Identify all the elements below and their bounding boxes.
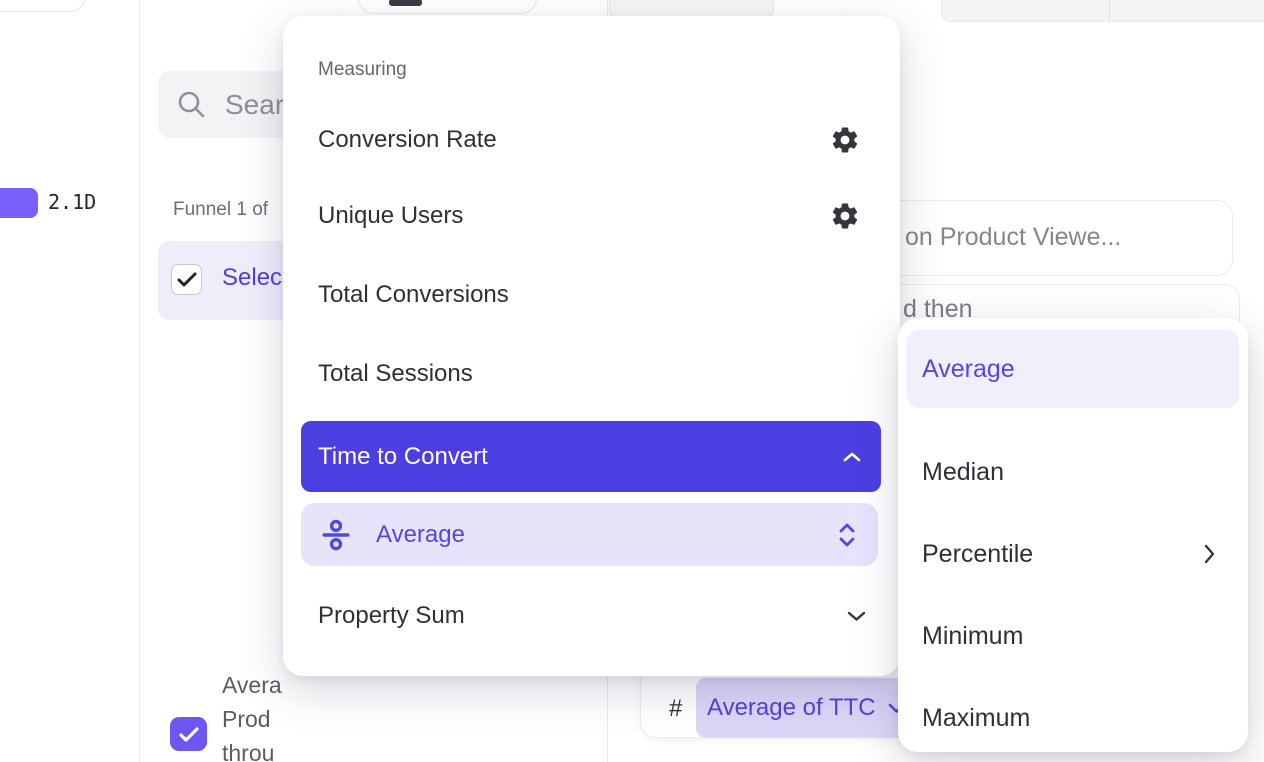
gear-icon[interactable]	[830, 201, 860, 231]
submenu-item-label: Minimum	[922, 621, 1024, 650]
toolbar-glyph	[389, 0, 422, 6]
menu-item-label: Unique Users	[318, 202, 464, 229]
submenu-item-median[interactable]: Median	[907, 452, 1239, 492]
submenu-item-percentile[interactable]: Percentile	[907, 534, 1239, 574]
step-label: Selec	[222, 264, 283, 291]
gear-icon[interactable]	[830, 125, 860, 155]
check-icon	[178, 726, 199, 742]
submenu-item-label: Percentile	[922, 539, 1034, 568]
submenu-item-label: Median	[922, 457, 1004, 486]
average-division-icon	[320, 518, 352, 552]
menu-item-unique-users[interactable]: Unique Users	[318, 196, 860, 236]
menu-item-time-to-convert[interactable]: Time to Convert	[301, 421, 881, 492]
search-icon	[178, 91, 205, 118]
submenu-item-maximum[interactable]: Maximum	[907, 698, 1239, 738]
chevron-up-icon	[843, 451, 861, 463]
event-filter-text: on Product Viewe...	[905, 223, 1122, 251]
chevron-down-icon	[847, 610, 866, 622]
submenu-item-label: Average	[922, 354, 1015, 383]
event-filter-card[interactable]: on Product Viewe...	[880, 200, 1233, 276]
top-toolbar-card-fragment	[358, 0, 537, 14]
funnel-count-label: Funnel 1 of	[173, 199, 269, 220]
metric-description-line: throu	[222, 740, 275, 762]
menu-item-conversion-rate[interactable]: Conversion Rate	[318, 120, 860, 160]
metric-description-line: Avera	[222, 672, 282, 698]
aggregation-submenu: Average Median Percentile Minimum Maximu…	[898, 318, 1248, 752]
submenu-item-minimum[interactable]: Minimum	[907, 616, 1239, 656]
metric-checkbox-checked[interactable]	[170, 717, 207, 751]
menu-item-label: Total Sessions	[318, 360, 473, 387]
chevron-up-down-icon	[838, 521, 856, 549]
menu-item-label: Time to Convert	[318, 442, 488, 470]
average-of-ttc-label: Average of TTC	[707, 694, 876, 721]
average-of-ttc-dropdown[interactable]: Average of TTC	[696, 678, 916, 738]
submenu-item-label: Maximum	[922, 703, 1031, 732]
top-gray-panel-fragment	[609, 0, 774, 17]
search-placeholder: Sear	[225, 88, 285, 120]
menu-item-total-conversions[interactable]: Total Conversions	[318, 275, 860, 315]
left-column-divider	[139, 0, 140, 762]
metric-description: Avera Prod throu Com	[222, 668, 282, 762]
conversion-window-badge[interactable]	[0, 188, 38, 218]
time-to-convert-aggregation-selector[interactable]: Average	[301, 503, 878, 566]
chevron-right-icon	[1203, 544, 1215, 564]
number-type-icon: #	[669, 695, 683, 722]
top-right-toolbar-fragment	[941, 0, 1264, 22]
top-left-card-fragment	[0, 0, 86, 12]
menu-item-total-sessions[interactable]: Total Sessions	[318, 354, 860, 394]
metric-description-line: Prod	[222, 706, 271, 732]
menu-item-label: Conversion Rate	[318, 126, 497, 153]
toolbar-divider	[1109, 0, 1110, 21]
menu-item-property-sum[interactable]: Property Sum	[318, 596, 866, 636]
menu-item-label: Property Sum	[318, 602, 465, 629]
menu-item-label: Total Conversions	[318, 281, 509, 308]
submenu-item-average[interactable]: Average	[907, 330, 1239, 408]
step-checkbox-checked[interactable]	[171, 264, 202, 295]
conversion-window-label: 2.1D	[48, 190, 97, 214]
measuring-dropdown-menu: Measuring Conversion Rate Unique Users T…	[283, 16, 900, 676]
measuring-menu-header: Measuring	[318, 59, 407, 80]
aggregation-selected-label: Average	[376, 520, 465, 548]
check-icon	[177, 272, 196, 286]
